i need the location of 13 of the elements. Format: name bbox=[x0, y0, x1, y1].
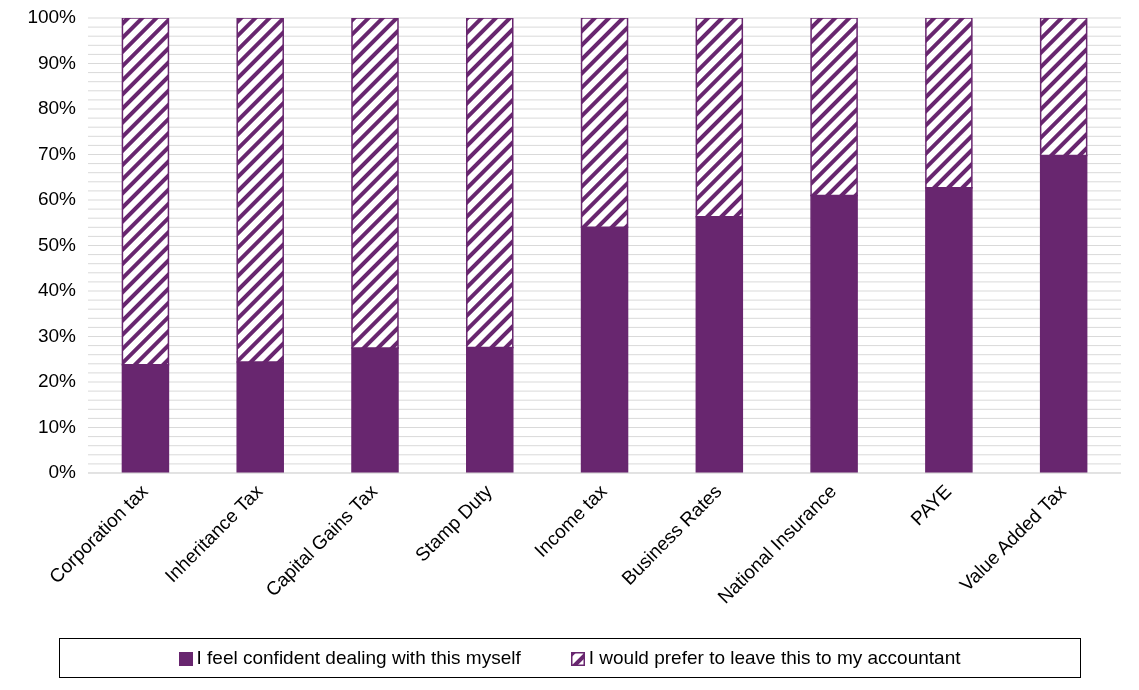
y-tick-label: 10% bbox=[37, 415, 77, 437]
legend-label: I would prefer to leave this to my accountant bbox=[587, 647, 961, 669]
y-tick-label: 70% bbox=[37, 142, 77, 164]
y-tick-label: 90% bbox=[37, 51, 77, 73]
y-tick-label: 80% bbox=[37, 97, 77, 119]
y-tick-label: 0% bbox=[48, 461, 77, 483]
legend-label: I feel confident dealing with this myself bbox=[195, 647, 521, 669]
y-tick-label: 40% bbox=[37, 279, 77, 301]
y-tick-label: 20% bbox=[37, 370, 77, 392]
y-tick-label: 60% bbox=[37, 188, 77, 210]
y-tick-label: 50% bbox=[37, 233, 77, 255]
y-tick-label: 100% bbox=[27, 6, 77, 28]
y-tick-label: 30% bbox=[37, 324, 77, 346]
